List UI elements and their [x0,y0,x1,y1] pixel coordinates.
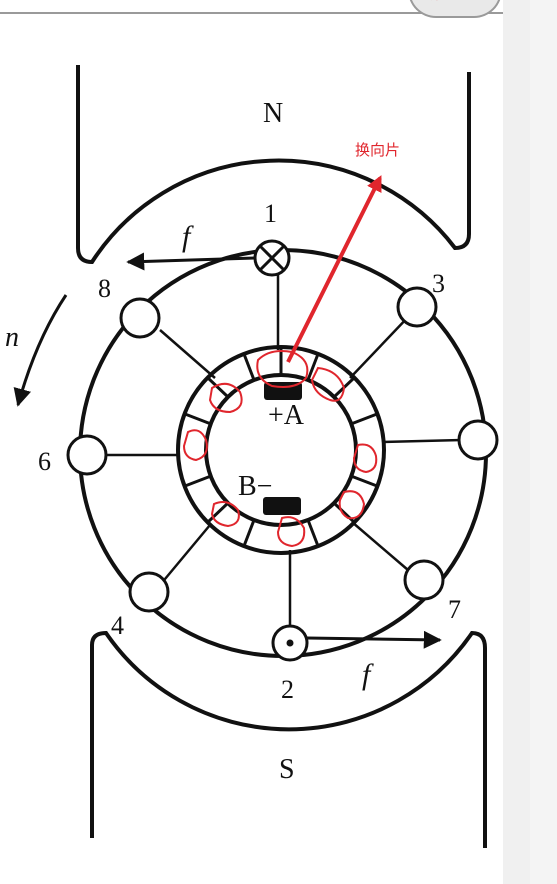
force-arrow-bottom [306,630,442,649]
coil-4-label: 4 [111,611,124,640]
coil-1-label: 1 [264,199,277,228]
scrollbar[interactable] [503,0,530,884]
brush-a-label: +A [268,400,305,431]
coil-2-label: 2 [281,675,294,704]
coil-6-label: 6 [38,447,51,476]
dc-motor-diagram: N S 1 2 3 4 5 6 7 8 f f n +A B− 换向片 [5,65,516,848]
coil-side-7 [403,559,445,601]
commutator-note: 换向片 [355,141,400,159]
north-label: N [263,98,283,129]
south-label: S [279,754,295,785]
coil-side-6 [66,434,108,476]
coil-side-8 [119,297,161,339]
coil-side-5 [457,419,499,461]
brush-b-label: B− [238,471,272,502]
brush-b [263,497,301,515]
top-bar [0,0,530,14]
coil-8-label: 8 [98,274,111,303]
coil-3-label: 3 [432,269,445,298]
force-arrow-top [126,252,256,271]
coil-side-4 [128,571,170,613]
rotation-label: n [5,322,19,353]
coil-7-label: 7 [448,595,461,624]
force-top-label: f [182,220,194,253]
coil-side-3 [396,286,438,328]
conductor-2-dot-icon [271,624,309,662]
north-pole [76,65,471,265]
coil-sides [66,286,499,613]
spokes [103,275,463,628]
page: 第 [0,0,530,884]
rotation-arrow [13,294,68,407]
force-bottom-label: f [362,658,374,691]
commutator-annotation-arrow [286,175,382,363]
red-segment-marks [182,350,378,548]
conductor-1-cross-icon [253,239,291,277]
south-pole [90,630,487,848]
corner-badge-text: 第 [430,0,444,4]
